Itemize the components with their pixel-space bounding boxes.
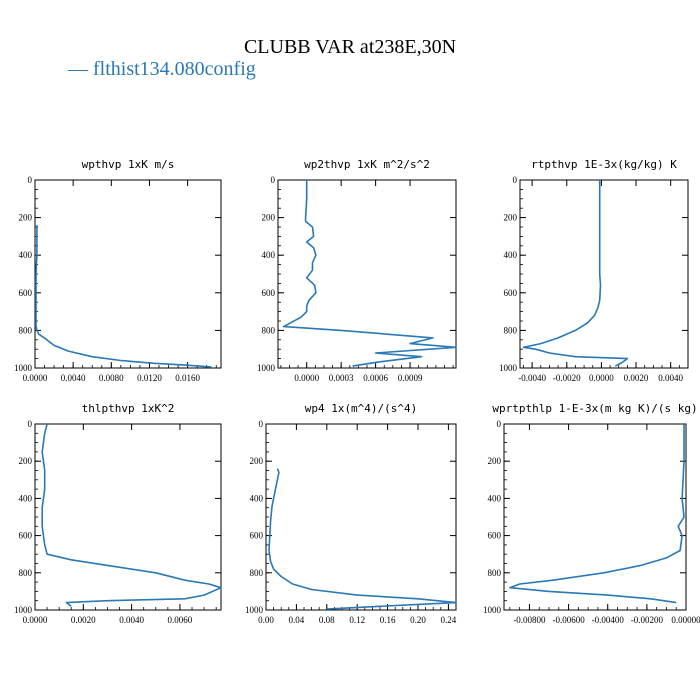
x-tick-label: 0.0000 [589, 373, 614, 383]
x-tick-label: 0.0040 [658, 373, 683, 383]
y-tick-label: 400 [250, 493, 264, 503]
x-tick-label: 0.04 [289, 615, 305, 625]
y-tick-label: 1000 [257, 363, 276, 373]
x-tick-label: 0.0080 [99, 373, 124, 383]
panel-title: wp2thvp 1xK m^2/s^2 [304, 158, 430, 171]
series-line [282, 180, 457, 367]
panel-title: thlpthvp 1xK^2 [82, 402, 175, 415]
x-tick-label: 0.0003 [329, 373, 354, 383]
y-tick-label: 600 [504, 288, 518, 298]
y-tick-label: 600 [19, 531, 33, 541]
page-title: CLUBB VAR at238E,30N [243, 36, 457, 58]
y-tick-label: 1000 [245, 605, 264, 615]
x-tick-label: 0.0000 [23, 373, 48, 383]
y-tick-label: 600 [250, 531, 264, 541]
y-tick-label: 1000 [14, 605, 33, 615]
plot-frame [34, 179, 222, 369]
x-tick-label: 0.0006 [363, 373, 388, 383]
chart-panel-2: wp2thvp 1xK m^2/s^2 0 200 400 600 800 1000 0.00… [257, 158, 457, 383]
y-tick-label: 600 [262, 288, 276, 298]
x-tick-label: 0.00000 [671, 615, 700, 625]
plot-frame [519, 179, 689, 369]
y-tick-label: 800 [250, 568, 264, 578]
legend-series-label: flthist134.080config [93, 58, 256, 80]
y-tick-label: 400 [504, 250, 518, 260]
y-tick-label: 200 [262, 213, 276, 223]
x-tick-label: 0.20 [410, 615, 426, 625]
x-tick-label: 0.16 [380, 615, 396, 625]
x-tick-label: 0.0040 [119, 615, 144, 625]
panel-title: wpthvp 1xK m/s [82, 158, 175, 171]
x-tick-label: 0.24 [441, 615, 457, 625]
series-line [522, 180, 629, 367]
y-tick-label: 800 [488, 568, 502, 578]
y-tick-label: 800 [19, 568, 33, 578]
series-line [509, 424, 685, 604]
panel-title: rtpthvp 1E-3x(kg/kg) K [531, 158, 677, 171]
y-tick-label: 200 [19, 456, 33, 466]
panel-title: wprtpthlp 1-E-3x(m kg K)/(s kg) [492, 402, 697, 415]
x-tick-label: 0.0040 [61, 373, 86, 383]
y-tick-label: 800 [19, 325, 33, 335]
y-tick-label: 400 [19, 250, 33, 260]
y-tick-label: 1000 [483, 605, 502, 615]
y-tick-label: 600 [19, 288, 33, 298]
legend: — flthist134.080config [68, 58, 256, 81]
x-tick-label: 0.0020 [624, 373, 649, 383]
x-tick-label: 0.0000 [23, 615, 48, 625]
x-tick-label: 0.0060 [168, 615, 193, 625]
x-tick-label: -0.00200 [631, 615, 664, 625]
y-tick-label: 800 [262, 325, 276, 335]
y-tick-label: 1000 [499, 363, 518, 373]
y-tick-label: 0 [497, 419, 502, 429]
y-tick-label: 0 [271, 175, 276, 185]
x-tick-label: 0.0000 [294, 373, 319, 383]
plot-frame [277, 179, 457, 369]
chart-panel-3: rtpthvp 1E-3x(kg/kg) K02004006008001000-… [499, 158, 689, 383]
series-line [268, 468, 457, 610]
x-tick-label: 0.12 [349, 615, 365, 625]
x-tick-label: 0.0020 [71, 615, 96, 625]
x-tick-label: 0.0009 [398, 373, 423, 383]
y-tick-label: 400 [262, 250, 276, 260]
plot-frame [265, 423, 457, 611]
y-tick-label: 1000 [14, 363, 33, 373]
y-tick-label: 400 [488, 493, 502, 503]
y-tick-label: 0 [28, 175, 33, 185]
chart-panel-6: wprtpthlp 1-E-3x(m kg K)/(s kg) 0 200 400 60… [483, 402, 700, 625]
y-tick-label: 800 [504, 325, 518, 335]
y-tick-label: 600 [488, 531, 502, 541]
x-tick-label: -0.00600 [552, 615, 585, 625]
x-tick-label: -0.00400 [592, 615, 625, 625]
y-tick-label: 200 [504, 213, 518, 223]
y-tick-label: 0 [28, 419, 33, 429]
x-tick-label: -0.00800 [513, 615, 546, 625]
y-tick-label: 400 [19, 493, 33, 503]
y-tick-label: 200 [488, 456, 502, 466]
x-tick-label: -0.0040 [518, 373, 546, 383]
x-tick-label: 0.00 [258, 615, 274, 625]
y-tick-label: 0 [259, 419, 264, 429]
x-tick-label: -0.0020 [553, 373, 581, 383]
x-tick-label: 0.0160 [175, 373, 200, 383]
panel-title: wp4 1x(m^4)/(s^4) [305, 402, 418, 415]
y-tick-label: 200 [250, 456, 264, 466]
x-tick-label: 0.0120 [137, 373, 162, 383]
series-line [41, 423, 222, 607]
x-tick-label: 0.08 [319, 615, 335, 625]
legend-line-marker: — [68, 58, 88, 80]
y-tick-label: 200 [19, 213, 33, 223]
series-line [35, 225, 212, 368]
y-tick-label: 0 [513, 175, 518, 185]
